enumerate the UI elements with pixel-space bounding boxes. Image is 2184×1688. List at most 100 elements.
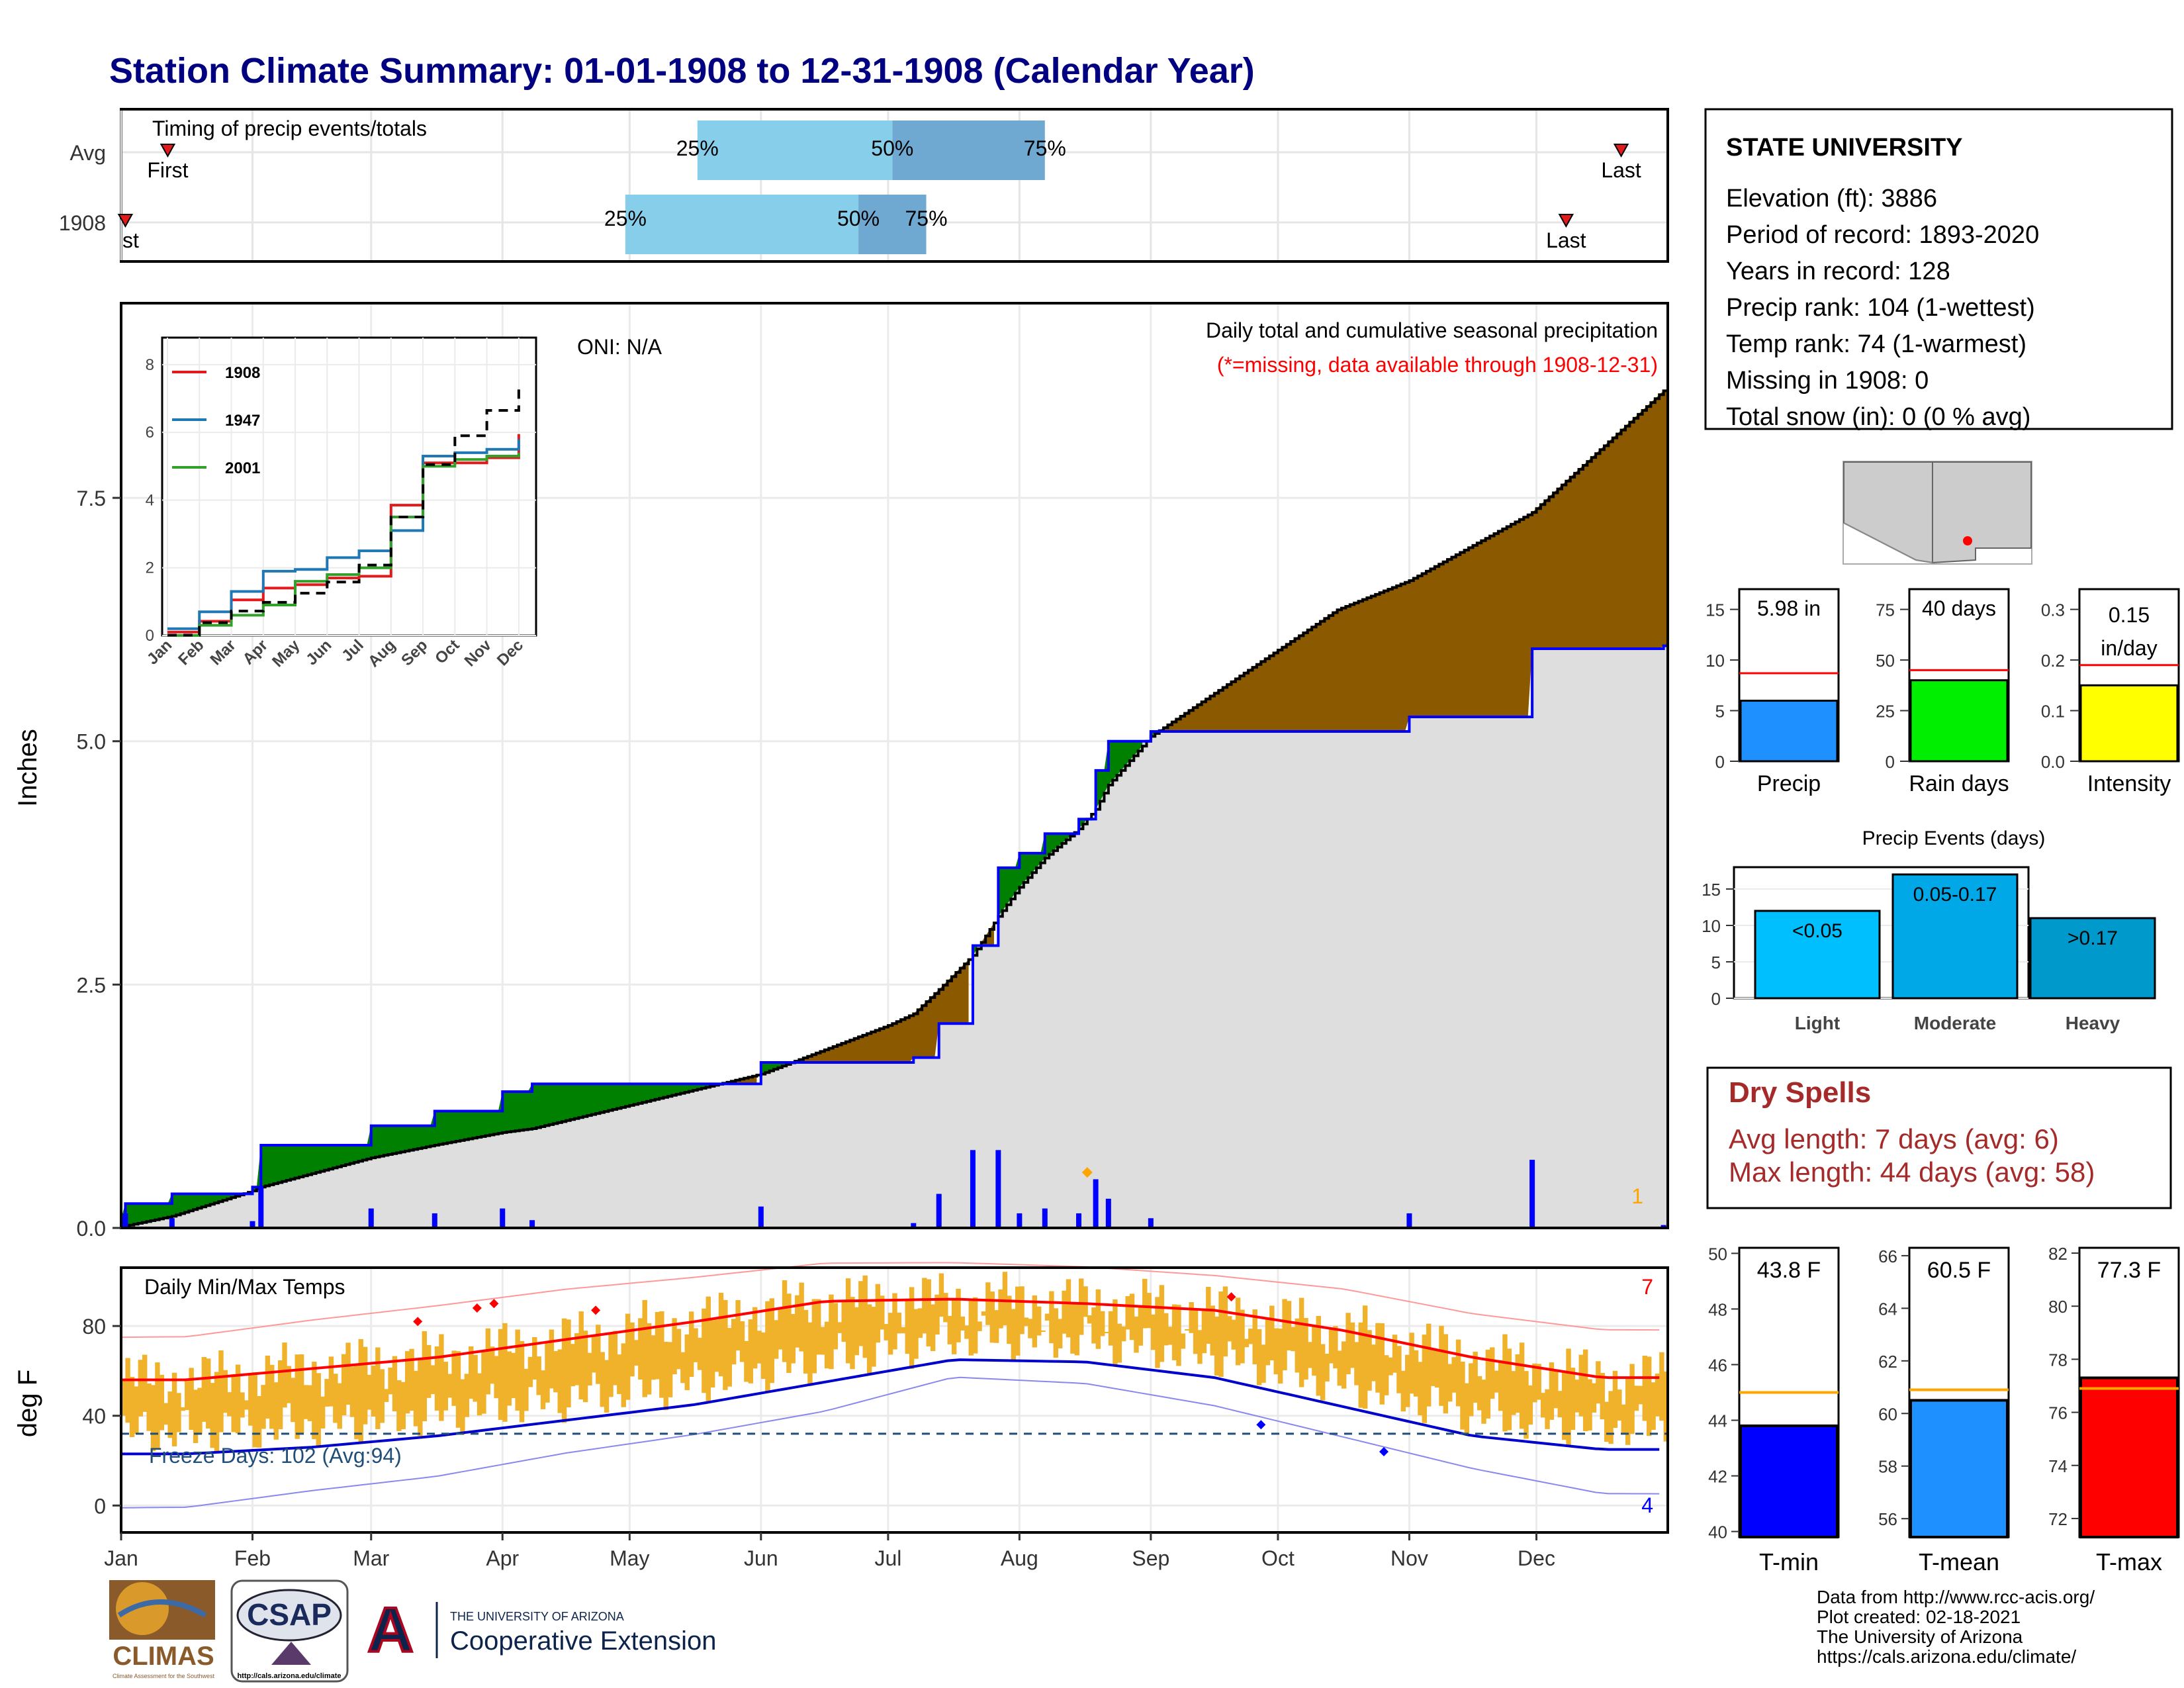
footer-line-created: Plot created: 02-18-2021 [1817,1607,2021,1627]
daily-temp-range-bar-85 [481,1351,486,1414]
daily-temp-range-bar-10 [163,1403,169,1425]
daily-temp-range-bar-303 [1405,1354,1410,1407]
daily-temp-range-bar-307 [1422,1335,1428,1423]
events-title: Precip Events (days) [1862,827,2046,849]
daily-temp-range-bar-175 [862,1275,868,1358]
daily-temp-range-bar-90 [502,1323,508,1422]
daily-precip-bar-1 [122,1213,128,1228]
daily-temp-range-bar-43 [303,1385,308,1419]
month-axis-label-8: Sep [1132,1546,1169,1570]
summary-bar-2 [2079,684,2179,763]
daily-temp-range-bar-306 [1418,1362,1423,1416]
daily-temp-range-bar-219 [1049,1291,1054,1344]
temp-summary-tick-label-1-5: 66 [1878,1246,1897,1266]
daily-temp-range-bar-28 [240,1392,245,1418]
daily-temp-range-bar-104 [561,1318,567,1423]
daily-temp-range-bar-334 [1536,1364,1541,1400]
daily-temp-range-bar-27 [235,1364,241,1434]
daily-temp-range-bar-32 [256,1395,262,1448]
inset-ytick-label-2: 4 [146,491,154,509]
climas-logo-subtitle: Climate Assessment for the Southwest [113,1673,215,1679]
footer-credits: Data from http://www.rcc-acis.org/ Plot … [1817,1587,2095,1667]
daily-temp-range-bar-196 [951,1298,957,1354]
ua-logo-letter: A [367,1595,413,1665]
daily-temp-range-bar-88 [494,1356,499,1399]
daily-temp-range-bar-145 [735,1299,741,1351]
timing-bar-upper-0 [892,120,1045,180]
summary-bar-unit-label-2: in/day [2101,636,2157,660]
daily-temp-range-bar-246 [1163,1313,1169,1346]
daily-temp-range-bar-29 [244,1400,250,1410]
daily-temp-range-bar-308 [1426,1323,1432,1407]
daily-temp-range-bar-351 [1608,1391,1614,1444]
daily-temp-range-bar-200 [968,1299,974,1356]
month-axis-label-9: Oct [1261,1546,1295,1570]
daily-temp-range-bar-143 [727,1328,732,1387]
daily-temp-range-bar-218 [1044,1313,1050,1321]
daily-temp-range-bar-226 [1079,1278,1084,1335]
daily-temp-range-bar-20 [206,1358,211,1429]
temp-summary-tick-label-1-2: 60 [1878,1404,1897,1424]
timing-last-label-0: Last [1601,158,1641,182]
daily-temp-range-bar-349 [1600,1372,1605,1420]
locator-map [1843,461,2032,565]
temp-panel-frame [120,1266,1669,1534]
temp-summary-tick-label-2-4: 80 [2048,1297,2068,1317]
daily-precip-bar-24 [1661,1225,1666,1228]
daily-temp-range-bar-295 [1371,1344,1377,1382]
daily-temp-range-bar-51 [337,1383,342,1429]
daily-temp-range-bar-31 [252,1372,257,1448]
summary-bar-value-label-0: 5.98 in [1757,596,1821,620]
daily-temp-range-bar-190 [926,1279,931,1346]
daily-temp-range-bar-304 [1409,1333,1414,1394]
timing-last-marker-0 [1613,144,1629,158]
daily-temp-range-bar-1 [125,1358,130,1423]
daily-temp-range-bar-348 [1596,1361,1601,1404]
station-line-snow: Total snow (in): 0 (0 % avg) [1726,403,2030,431]
record-low-count: 4 [1641,1493,1653,1517]
daily-temp-range-bar-73 [430,1365,435,1394]
station-line-period: Period of record: 1893-2020 [1726,221,2039,249]
precip-difference-area-0 [121,1194,240,1227]
daily-temp-range-bar-339 [1557,1391,1563,1418]
daily-temp-range-bar-280 [1307,1342,1313,1368]
daily-temp-range-bar-260 [1222,1286,1228,1357]
daily-temp-range-bar-18 [197,1387,203,1434]
daily-temp-range-bar-255 [1201,1309,1207,1354]
csap-mountain-icon [271,1642,311,1665]
timing-row-label-avg: Avg [69,141,106,165]
month-axis-label-0: Jan [104,1546,138,1570]
daily-temp-range-bar-136 [697,1337,703,1370]
daily-temp-range-bar-12 [171,1372,177,1447]
daily-temp-range-bar-192 [934,1294,940,1335]
daily-temp-range-bar-30 [248,1373,253,1426]
daily-temp-range-bar-209 [1007,1295,1012,1344]
daily-temp-range-bar-142 [723,1299,728,1390]
daily-precip-bar-11 [911,1223,917,1228]
events-bar-2 [2029,917,2156,1000]
daily-temp-range-bar-269 [1261,1344,1266,1383]
events-bar-label-1: 0.05-0.17 [1913,884,1997,906]
daily-temp-range-bar-14 [180,1407,186,1411]
daily-temp-range-bar-182 [892,1293,897,1350]
daily-temp-range-bar-37 [277,1360,283,1429]
daily-temp-range-bar-103 [557,1349,563,1413]
daily-temp-range-bar-361 [1651,1382,1656,1430]
daily-temp-range-bar-22 [214,1372,220,1452]
inset-legend-label-1: 1947 [225,412,260,430]
daily-temp-range-bar-227 [1083,1286,1088,1317]
summary-bar-name-1: Rain days [1909,771,2009,796]
temp-summary-name-2: T-max [2096,1548,2162,1575]
dry-spells-frame [1706,1066,2172,1209]
inset-ytick-label-4: 8 [146,356,154,374]
daily-temp-range-bar-49 [328,1356,334,1407]
daily-temp-range-bar-336 [1545,1389,1550,1429]
daily-temp-range-bar-147 [744,1340,749,1382]
summary-bar-tick-label-0-1: 5 [1715,702,1725,722]
month-axis-label-7: Aug [1001,1546,1038,1570]
daily-temp-range-bar-166 [824,1321,830,1369]
daily-temp-range-bar-132 [680,1352,686,1383]
events-bar-label-2: >0.17 [2068,927,2118,949]
temp-summary-bar-1 [1909,1399,2009,1539]
daily-temp-range-bar-124 [646,1323,652,1395]
